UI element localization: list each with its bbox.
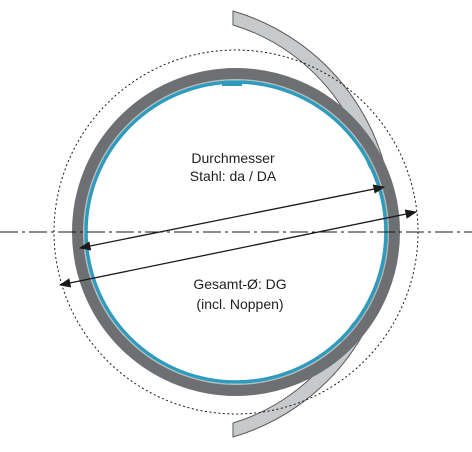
steel-diameter-label-line2: Stahl: da / DA: [189, 168, 277, 184]
total-diameter-arrow: [58, 209, 418, 288]
total-diameter-label-line2: (incl. Noppen): [196, 296, 284, 312]
steel-diameter-label-line1: Durchmesser: [191, 150, 275, 166]
coating-stud-marker: [222, 82, 242, 86]
total-diameter-label-line1: Gesamt-Ø: DG: [193, 276, 287, 292]
